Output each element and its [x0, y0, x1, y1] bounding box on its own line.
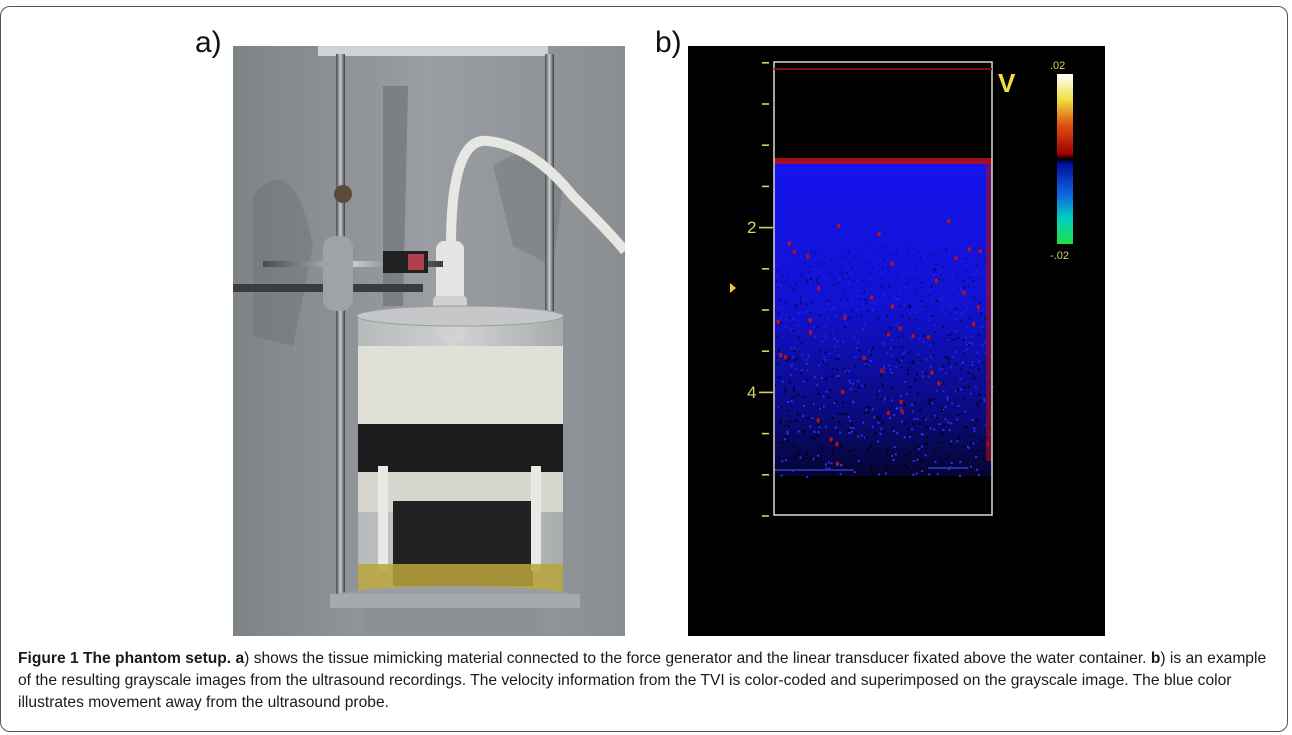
panel-label-a: a) [195, 26, 222, 59]
scale-bottom-label: -.02 [1050, 250, 1069, 262]
focus-marker-icon [730, 283, 736, 293]
caption-text-a: ) shows the tissue mimicking material co… [244, 650, 1147, 667]
figure-frame [0, 6, 1288, 732]
depth-label-4: 4 [747, 383, 756, 402]
velocity-boundary-band [774, 158, 992, 164]
depth-label-2: 2 [747, 218, 756, 237]
sector-box [773, 61, 993, 516]
depth-ticks [759, 62, 773, 517]
ultrasound-tvi-image: 2 4 V .02 -.02 [688, 46, 1105, 636]
panel-label-b: b) [655, 26, 682, 59]
caption-text-b: ) is an example of the resulting graysca… [18, 650, 1267, 711]
caption-ref-b: b [1150, 650, 1161, 667]
figure-label: Figure 1 [18, 650, 79, 667]
velocity-field [774, 161, 992, 476]
caption-ref-a: a [235, 650, 245, 667]
figure-caption: Figure 1 The phantom setup. a) shows the… [18, 648, 1280, 714]
scale-top-label: .02 [1050, 60, 1065, 72]
phantom-setup-photo [233, 46, 625, 636]
figure-title: The phantom setup. [83, 650, 232, 667]
ultrasound-svg: 2 4 V .02 -.02 [730, 60, 1073, 517]
mode-label: V [998, 68, 1016, 98]
velocity-color-scale [1057, 74, 1073, 244]
